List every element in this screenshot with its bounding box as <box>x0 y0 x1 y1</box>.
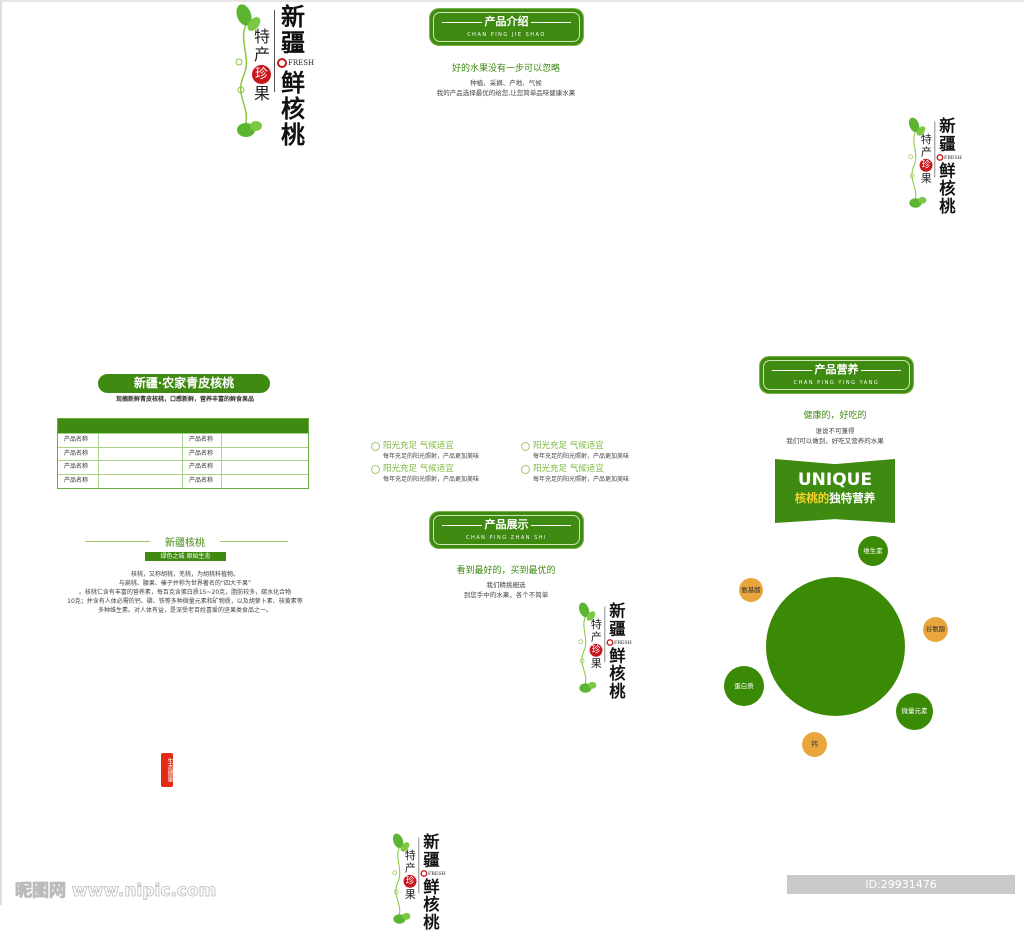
bubble-protein: 蛋白质 <box>724 666 764 706</box>
table-cell-label: 产品名称 <box>183 461 222 475</box>
logo-fresh: FRESH <box>420 870 446 877</box>
logo-divider <box>934 121 936 178</box>
intro-desc: 种植、采摘、产地、气候 我的产品选择最优的给您,让您简单品味健康水果 <box>436 79 576 97</box>
table-cell-value <box>99 475 184 488</box>
table-cell-label: 产品名称 <box>58 434 99 447</box>
logo-small-text: 特产珍果 <box>919 133 933 185</box>
table-cell-label: 产品名称 <box>58 475 99 488</box>
banner-yellow: 核桃的 <box>794 491 830 505</box>
logo-fresh: FRESH <box>606 639 632 646</box>
walnut-title: 新疆核桃 <box>150 534 220 549</box>
bubble-vitamin: 维生素 <box>858 536 888 566</box>
logo-title-bottom: 鲜核桃 <box>609 645 626 701</box>
center-circle <box>766 577 905 716</box>
walnut-tag: 绿色之城 原始生态 <box>145 552 226 561</box>
id-watermark: ID:29931476 NO:20201209175552872087 <box>787 875 1015 910</box>
location-icon <box>371 465 380 474</box>
table-cell-value <box>222 461 308 474</box>
table-cell-value <box>99 434 184 447</box>
nutrition-headline: 健康的，好吃的 <box>803 411 867 421</box>
location-icon <box>521 442 530 451</box>
farm-subtitle: 现摘新鲜青皮核桃，口感新鲜，营养丰富的鲜食果品 <box>115 396 254 403</box>
table-header <box>58 419 308 433</box>
table-cell-value <box>99 461 184 475</box>
table-row: 产品名称 产品名称 <box>58 446 308 461</box>
leaf-vine-icon <box>908 117 927 208</box>
leaf-vine-icon <box>235 4 262 137</box>
logo-seal: 珍 <box>589 643 603 657</box>
nutrition-desc: 谁说不可兼得 我们可以做到，好吃又营养的水果 <box>786 427 884 445</box>
intro-badge: 产品介绍 CHAN PING JIE SHAO <box>430 9 583 45</box>
product-table: 产品名称 产品名称 产品名称 产品名称 产品名称 产品名称 产品名称 产品名称 <box>57 418 309 489</box>
logo-title-bottom: 鲜核桃 <box>939 160 956 216</box>
logo-show: 特产珍果 新疆 FRESH 鲜核桃 <box>578 601 632 700</box>
location-icon <box>521 465 530 474</box>
show-badge: 产品展示 CHAN PING ZHAN SHI <box>430 512 583 548</box>
location-icon <box>371 442 380 451</box>
logo-title-top: 新疆 <box>939 116 956 154</box>
stamp-seal: 生态健康 <box>161 753 173 787</box>
intro-headline: 好的水果没有一步可以忽略 <box>451 64 560 74</box>
table-row: 产品名称 产品名称 <box>58 474 308 488</box>
logo-title-top: 新疆 <box>609 601 626 639</box>
show-headline: 看到最好的，买到最优的 <box>456 566 556 576</box>
table-cell-value <box>222 434 308 447</box>
bubble-trace: 微量元素 <box>896 693 933 730</box>
table-cell-value <box>99 447 184 461</box>
logo-right: 特产珍果 新疆 FRESH 鲜核桃 <box>908 116 962 215</box>
logo-main: 特产珍果 新疆 FRESH 鲜核桃 <box>235 2 315 148</box>
logo-title-bottom: 鲜核桃 <box>281 68 305 149</box>
feature-item: 阳光充足 气候适宜 每年充足的阳光照射，产品更加美味 <box>521 464 661 484</box>
bubble-calcium: 钙 <box>802 732 827 757</box>
logo-divider <box>604 606 606 663</box>
bubble-amino: 氨基酸 <box>739 578 763 602</box>
nutrition-badge: 产品营养 CHAN PING YING YANG <box>760 357 913 393</box>
bubble-glutamic: 谷氨酸 <box>923 617 948 642</box>
banner-white: 独特营养 <box>829 491 876 505</box>
farm-title: 新疆·农家青皮核桃 <box>98 374 270 393</box>
table-cell-label: 产品名称 <box>58 461 99 475</box>
logo-title-top: 新疆 <box>281 2 305 57</box>
logo-seal: 珍 <box>252 65 271 84</box>
table-cell-label: 产品名称 <box>183 434 222 447</box>
logo-divider <box>418 837 420 894</box>
feature-item: 阳光充足 气候适宜 每年充足的阳光照射，产品更加美味 <box>371 464 511 484</box>
table-cell-label: 产品名称 <box>183 475 222 488</box>
walnut-desc: 核桃，又称胡桃，羌桃，为胡桃科植物。 与扁桃、腰果、榛子并称为世界著名的“四大干果… <box>67 571 303 614</box>
unique-banner: UNIQUE 核桃的独特营养 <box>775 459 895 523</box>
logo-seal: 珍 <box>403 874 417 888</box>
logo-bottom: 特产珍果 新疆 FRESH 鲜核桃 <box>392 832 446 931</box>
logo-seal: 珍 <box>919 158 933 172</box>
logo-title-top: 新疆 <box>423 832 440 870</box>
table-row: 产品名称 产品名称 <box>58 433 308 447</box>
table-cell-value <box>222 475 308 488</box>
table-cell-value <box>222 448 308 461</box>
logo-fresh: FRESH <box>277 58 314 68</box>
logo-divider <box>274 10 275 92</box>
leaf-vine-icon <box>578 602 597 693</box>
table-row: 产品名称 产品名称 <box>58 460 308 475</box>
feature-item: 阳光充足 气候适宜 每年充足的阳光照射，产品更加美味 <box>371 441 511 461</box>
table-cell-label: 产品名称 <box>58 447 99 461</box>
logo-small-text: 特产珍果 <box>403 849 417 901</box>
feature-item: 阳光充足 气候适宜 每年充足的阳光照射，产品更加美味 <box>521 441 661 461</box>
unique-title: UNIQUE <box>797 470 873 490</box>
logo-small-text: 特产珍果 <box>589 618 603 670</box>
site-watermark: 昵图网 www.nipic.com <box>15 881 217 902</box>
logo-small-text: 特产珍果 <box>252 27 271 103</box>
logo-fresh: FRESH <box>936 154 962 161</box>
table-cell-label: 产品名称 <box>183 447 222 461</box>
show-desc: 我们精挑细选 到您手中的水果，各个不简单 <box>463 581 549 599</box>
canvas <box>0 0 1024 905</box>
